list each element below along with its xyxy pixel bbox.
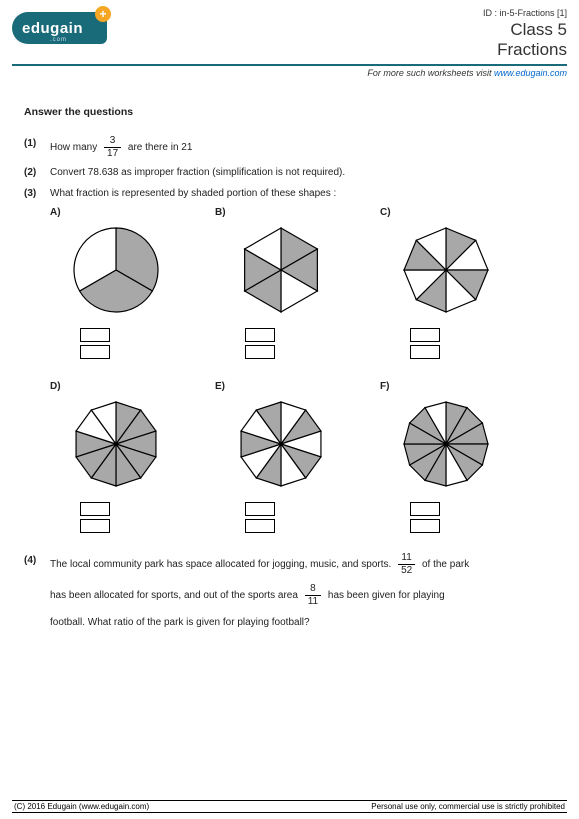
fraction: 1152	[398, 553, 415, 576]
footer: (C) 2016 Edugain (www.edugain.com) Perso…	[12, 800, 567, 813]
shape-col: C)	[380, 207, 520, 375]
logo: edugain .com +	[12, 8, 107, 46]
header: edugain .com + ID : in-5-Fractions [1] C…	[0, 0, 579, 60]
t: has been allocated for sports, and out o…	[50, 590, 301, 601]
q1-post: are there in 21	[125, 142, 192, 153]
answer-box-numerator[interactable]	[410, 328, 440, 342]
answer-boxes	[245, 502, 355, 533]
shape-col: D)	[50, 381, 190, 549]
t: The local community park has space alloc…	[50, 559, 394, 570]
logo-text: edugain	[22, 20, 83, 37]
shape-svg	[233, 222, 329, 318]
shapes-row: D) E) F)	[50, 381, 520, 549]
shape-label: D)	[50, 381, 190, 392]
answer-boxes	[80, 328, 190, 359]
logo-sub: .com	[50, 37, 67, 43]
q4-line3: football. What ratio of the park is give…	[50, 615, 555, 630]
q4-line2: has been allocated for sports, and out o…	[50, 584, 555, 607]
fraction: 317	[104, 136, 121, 159]
sub-link[interactable]: www.edugain.com	[494, 68, 567, 78]
denominator: 52	[398, 565, 415, 576]
doc-id: ID : in-5-Fractions [1]	[483, 8, 567, 18]
numerator: 11	[398, 553, 415, 565]
shape-col: B)	[215, 207, 355, 375]
shape-col: E)	[215, 381, 355, 549]
t: of the park	[419, 559, 469, 570]
qnum: (4)	[24, 553, 50, 568]
shape-svg	[68, 222, 164, 318]
shapes-row: A) B) C)	[50, 207, 520, 375]
fraction: 811	[305, 584, 321, 607]
footer-left: (C) 2016 Edugain (www.edugain.com)	[14, 802, 149, 811]
numerator: 3	[104, 136, 121, 148]
qbody: How many 317 are there in 21	[50, 136, 555, 159]
answer-boxes	[410, 502, 520, 533]
content: Answer the questions (1) How many 317 ar…	[0, 78, 579, 630]
header-top: edugain .com + ID : in-5-Fractions [1] C…	[12, 8, 567, 60]
answer-box-numerator[interactable]	[245, 328, 275, 342]
answer-boxes	[245, 328, 355, 359]
logo-body: edugain .com	[12, 12, 107, 44]
shape-label: A)	[50, 207, 190, 218]
question-2: (2) Convert 78.638 as improper fraction …	[24, 165, 555, 180]
shape-label: C)	[380, 207, 520, 218]
answer-box-denominator[interactable]	[80, 519, 110, 533]
answer-box-numerator[interactable]	[410, 502, 440, 516]
question-3: (3) What fraction is represented by shad…	[24, 186, 555, 201]
sub-text: For more such worksheets visit	[367, 68, 494, 78]
qbody: What fraction is represented by shaded p…	[50, 186, 555, 201]
shape-svg	[233, 396, 329, 492]
footer-right: Personal use only, commercial use is str…	[371, 802, 565, 811]
shape-label: E)	[215, 381, 355, 392]
denominator: 11	[305, 596, 321, 607]
numerator: 8	[305, 584, 321, 596]
t: has been given for playing	[325, 590, 445, 601]
answer-boxes	[410, 328, 520, 359]
topic-label: Fractions	[483, 40, 567, 60]
answer-box-denominator[interactable]	[410, 345, 440, 359]
denominator: 17	[104, 148, 121, 159]
answer-box-denominator[interactable]	[245, 345, 275, 359]
shape-col: A)	[50, 207, 190, 375]
qbody: The local community park has space alloc…	[50, 553, 555, 630]
sub-header: For more such worksheets visit www.eduga…	[0, 66, 579, 78]
answer-box-denominator[interactable]	[410, 519, 440, 533]
answer-box-numerator[interactable]	[245, 502, 275, 516]
question-1: (1) How many 317 are there in 21	[24, 136, 555, 159]
shape-label: B)	[215, 207, 355, 218]
shape-svg	[68, 396, 164, 492]
answer-box-denominator[interactable]	[80, 345, 110, 359]
qnum: (3)	[24, 186, 50, 201]
qbody: Convert 78.638 as improper fraction (sim…	[50, 165, 555, 180]
q1-pre: How many	[50, 142, 100, 153]
shape-col: F)	[380, 381, 520, 549]
shape-label: F)	[380, 381, 520, 392]
section-title: Answer the questions	[24, 106, 555, 118]
header-right: ID : in-5-Fractions [1] Class 5 Fraction…	[483, 8, 567, 60]
q4-line1: The local community park has space alloc…	[50, 553, 555, 576]
class-label: Class 5	[483, 20, 567, 40]
question-4: (4) The local community park has space a…	[24, 553, 555, 630]
shape-svg	[398, 396, 494, 492]
answer-boxes	[80, 502, 190, 533]
answer-box-numerator[interactable]	[80, 502, 110, 516]
answer-box-denominator[interactable]	[245, 519, 275, 533]
qnum: (1)	[24, 136, 50, 151]
shape-svg	[398, 222, 494, 318]
qnum: (2)	[24, 165, 50, 180]
plus-icon: +	[95, 6, 111, 22]
answer-box-numerator[interactable]	[80, 328, 110, 342]
